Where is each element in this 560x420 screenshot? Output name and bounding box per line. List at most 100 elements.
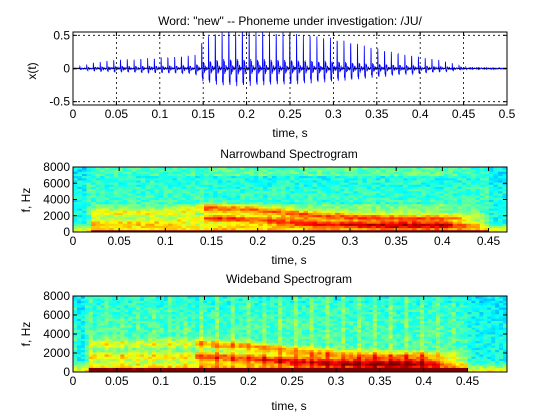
wideband-cell [167,325,173,328]
narrowband-cell [371,182,377,185]
narrowband-cell [389,190,395,194]
narrowband-cell [330,210,336,213]
narrowband-cell [308,201,313,205]
narrowband-cell [375,206,381,209]
narrowband-cell [95,203,101,207]
narrowband-cell [412,186,417,190]
narrowband-cell [86,167,92,170]
narrowband-cell [421,203,427,207]
wideband-cell [207,336,212,339]
wideband-cell [80,347,86,351]
narrowband-cell [353,227,359,231]
narrowband-cell [470,203,476,207]
narrowband-cell [167,221,173,224]
narrowband-cell [488,206,494,209]
narrowband-cell [77,167,83,170]
narrowband-cell [77,199,83,203]
narrowband-cell [393,214,399,218]
wideband-cell [128,331,133,335]
narrowband-cell [384,206,390,209]
narrowband-cell [493,216,499,220]
narrowband-cell [475,219,481,222]
narrowband-cell [371,227,377,231]
wideband-cell [254,307,259,310]
narrowband-cell [330,180,336,183]
narrowband-cell [82,184,87,187]
narrowband-cell [439,171,445,174]
narrowband-cell [149,169,155,172]
narrowband-cell [181,190,187,194]
wideband-cell [266,365,271,368]
wideband-cell [266,325,271,328]
narrowband-cell [443,173,449,177]
wideband-cell [171,336,176,339]
wideband-cell [207,331,212,335]
narrowband-cell [140,186,146,190]
narrowband-cell [208,182,214,185]
narrowband-cell [443,206,449,209]
narrowband-cell [430,182,436,185]
narrowband-cell [317,193,323,196]
narrowband-cell [118,199,124,203]
wideband-cell [92,356,98,359]
wideband-cell [234,338,240,342]
wideband-cell [254,316,259,319]
narrowband-cell [149,225,155,229]
narrowband-cell [470,177,476,181]
narrowband-cell [186,180,191,183]
wideband-cell [73,331,78,335]
narrowband-cell [389,227,395,231]
wideband-cell [108,309,113,313]
wideband-cell [258,316,263,319]
wideband-cell [128,298,133,301]
wideband-cell [144,302,149,306]
wideband-cell [116,325,121,328]
wideband-cell [136,336,141,339]
wideband-cell [258,313,263,317]
narrowband-cell [235,180,241,183]
narrowband-cell [95,182,101,185]
wideband-cell [159,365,165,368]
wideband-cell [88,367,94,371]
wideband-cell [215,354,220,357]
wideband-cell [175,363,180,366]
wideband-cell [183,318,188,321]
narrowband-cell [335,173,341,177]
wideband-cell [278,300,283,304]
narrowband-cell [475,221,481,224]
narrowband-cell [226,225,232,229]
narrowband-cell [466,182,472,185]
wideband-cell [211,336,216,339]
narrowband-cell [100,223,106,226]
narrowband-cell [222,212,228,216]
wideband-cell [171,349,176,353]
narrowband-cell [403,193,408,196]
wideband-cell [187,365,192,368]
narrowband-cell [502,171,508,174]
narrowband-cell [199,201,205,205]
wideband-cell [140,340,145,344]
narrowband-cell [73,221,78,224]
narrowband-cell [285,190,291,194]
narrowband-cell [326,197,332,200]
narrowband-cell [267,223,273,226]
narrowband-cell [317,197,323,200]
wideband-cell [92,345,98,348]
wideband-cell [262,345,267,348]
wideband-cell [112,300,117,304]
narrowband-cell [104,184,110,187]
wideband-cell [132,322,137,326]
narrowband-cell [357,184,363,187]
narrowband-cell [213,221,219,224]
wideband-cell [159,354,165,357]
wideband-cell [92,360,98,364]
narrowband-cell [262,199,268,203]
wideband-cell [100,340,105,344]
narrowband-cell [86,214,92,218]
wideband-cell [128,296,133,299]
narrowband-cell [502,229,508,233]
narrowband-cell [113,180,119,183]
wideband-cell [175,316,180,319]
narrowband-cell [222,186,228,190]
narrowband-cell [493,208,499,211]
